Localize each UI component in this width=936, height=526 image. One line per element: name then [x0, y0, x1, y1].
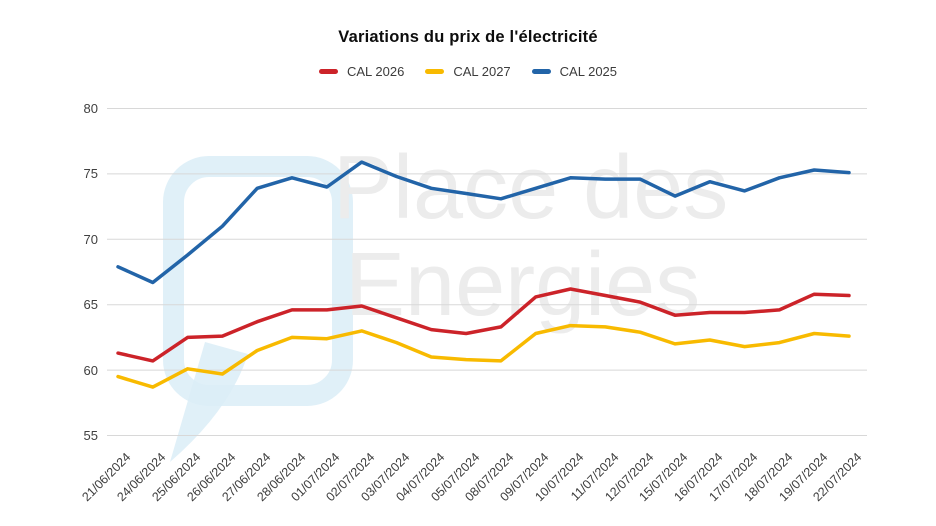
series-line-cal-2026	[116, 287, 851, 363]
legend-item-cal-2025[interactable]: CAL 2025	[531, 64, 618, 79]
legend-color-swatch-icon	[425, 68, 445, 75]
legend-label: CAL 2026	[346, 64, 405, 79]
legend-color-swatch-icon	[531, 68, 551, 75]
series-line-cal-2025	[116, 160, 851, 285]
chart-legend: CAL 2026 CAL 2027 CAL 2025	[0, 64, 936, 79]
chart-title: Variations du prix de l'électricité	[338, 28, 598, 46]
legend-item-cal-2027[interactable]: CAL 2027	[425, 64, 511, 79]
legend-color-swatch-icon	[318, 68, 338, 75]
legend-item-cal-2026[interactable]: CAL 2026	[318, 64, 405, 79]
legend-label: CAL 2025	[559, 64, 618, 79]
legend-label: CAL 2027	[453, 64, 511, 79]
